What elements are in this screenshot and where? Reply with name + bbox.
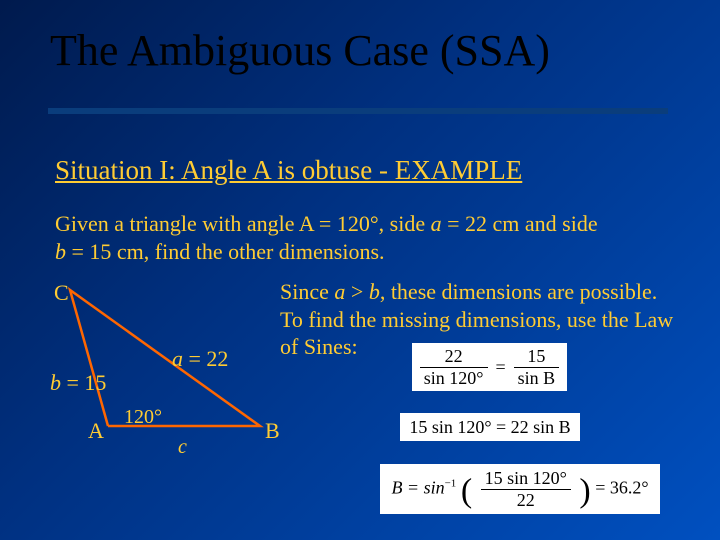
- triangle-svg: [50, 278, 290, 458]
- equation-1: 22 sin 120° = 15 sin B: [412, 343, 567, 391]
- page-title: The Ambiguous Case (SSA): [0, 0, 720, 76]
- eq3-num: 15 sin 120°: [481, 468, 571, 490]
- eq3-open: (: [461, 472, 472, 509]
- triangle-diagram: C b = 15 a = 22 A 120° B c: [50, 278, 290, 478]
- since-post: , these dimensions are possible.: [380, 279, 657, 304]
- vertex-a-label: A: [88, 418, 104, 444]
- vertex-b-label: B: [265, 418, 280, 444]
- side-b-label: b = 15: [50, 370, 106, 396]
- eq1-num1: 22: [420, 346, 488, 368]
- side-b-var: b: [50, 370, 61, 395]
- eq1-eq: =: [496, 357, 506, 378]
- eq3-sup: −1: [445, 477, 457, 489]
- side-a-label: a = 22: [172, 346, 228, 372]
- given-mid: = 22 cm and side: [442, 211, 598, 236]
- side-b-val: = 15: [61, 370, 106, 395]
- equation-2: 15 sin 120° = 22 sin B: [400, 413, 580, 441]
- eq3-lhs: B = sin: [391, 477, 444, 497]
- given-a: a: [431, 211, 442, 236]
- angle-a-label: 120°: [124, 406, 162, 429]
- since-a: a: [334, 279, 345, 304]
- subtitle: Situation I: Angle A is obtuse - EXAMPLE: [55, 155, 522, 186]
- since-b: b: [369, 279, 380, 304]
- eq1-den1: sin 120°: [420, 368, 488, 389]
- eq1-num2: 15: [514, 346, 560, 368]
- side-c-label: c: [178, 436, 187, 459]
- eq2-text: 15 sin 120° = 22 sin B: [409, 417, 570, 438]
- side-a-var: a: [172, 346, 183, 371]
- title-underline: [48, 108, 668, 114]
- since-gt: >: [345, 279, 368, 304]
- eq1-den2: sin B: [514, 368, 560, 389]
- vertex-c-label: C: [54, 280, 69, 306]
- since-line3: of Sines:: [280, 334, 358, 359]
- since-line2: To find the missing dimensions, use the …: [280, 307, 673, 332]
- eq3-close: ): [579, 472, 590, 509]
- eq3-rhs: = 36.2°: [595, 477, 648, 497]
- given-line1: Given a triangle with angle A = 120°, si…: [55, 211, 431, 236]
- given-rest: = 15 cm, find the other dimensions.: [66, 239, 385, 264]
- eq3-den: 22: [481, 490, 571, 511]
- side-a-val: = 22: [183, 346, 228, 371]
- given-text: Given a triangle with angle A = 120°, si…: [55, 210, 665, 265]
- given-b: b: [55, 239, 66, 264]
- equation-3: B = sin−1 ( 15 sin 120° 22 ) = 36.2°: [380, 464, 660, 514]
